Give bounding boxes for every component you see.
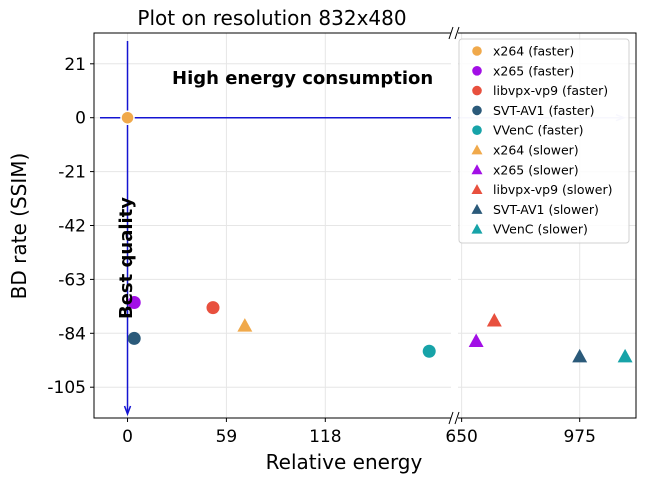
data-point-x265-slower [468,333,484,347]
legend-label: VVenC (slower) [493,222,588,237]
legend-label: x264 (slower) [493,143,579,158]
data-point-svt-av1-faster [127,331,141,345]
axis-ticks: 21 0 -21 -42 -63 -84 -105 0 59 118 650 975 [47,55,596,447]
legend-marker [471,223,483,234]
y-axis-label: BD rate (SSIM) [7,153,31,300]
legend: x264 (faster) x265 (faster) libvpx-vp9 (fa… [458,38,630,244]
legend-box [458,38,630,244]
data-point-vvenc-faster [422,344,436,358]
legend-label: x265 (faster) [493,63,574,78]
data-point-x265-faster [127,296,141,309]
legend-marker [472,66,482,76]
annotation-high-energy: High energy consumption [172,68,433,89]
x-tick-label: 118 [309,427,341,447]
legend-marker [472,85,482,96]
x-tick-label: 650 [445,427,477,447]
legend-marker [472,125,482,135]
legend-marker [471,203,483,214]
axis-break-mark [454,26,460,40]
data-point-svt-av1-slower [572,348,588,363]
legend-marker [471,144,483,155]
legend-marker [472,105,482,116]
legend-label: libvpx-vp9 (slower) [493,182,612,197]
data-points [120,110,633,363]
y-tick-label: 0 [75,109,86,129]
data-point-libvpx-vp9-faster [206,301,220,315]
right-panel-frame [458,32,637,419]
y-tick-label: -105 [47,378,86,398]
axis-break-mark [448,26,454,40]
chart-title: Plot on resolution 832x480 [137,6,406,30]
x-axis-label: Relative energy [266,450,423,474]
x-tick-label: 59 [216,427,238,447]
vertical-arrow-head [123,405,132,417]
axis-break-mark [454,411,460,425]
legend-label: SVT-AV1 (faster) [493,103,595,118]
x-tick-label: 0 [122,427,133,447]
legend-label: libvpx-vp9 (faster) [493,83,608,98]
y-tick-label: -21 [58,163,86,183]
data-point-x264-faster [120,110,135,125]
y-tick-label: -42 [58,217,86,237]
legend-marker [472,46,482,56]
legend-label: VVenC (faster) [493,123,584,138]
data-point-vvenc-slower [617,348,633,363]
axis-break-mark [448,411,454,425]
legend-label: x265 (slower) [493,162,579,177]
y-tick-label: 21 [64,55,86,75]
y-tick-label: -84 [58,324,86,344]
legend-marker [471,184,483,195]
y-tick-label: -63 [58,270,86,290]
annotation-best-quality: Best quality [116,197,137,319]
data-point-x264-slower [237,318,253,332]
data-point-libvpx-vp9-slower [486,312,502,327]
x-tick-label: 975 [563,427,595,447]
legend-marker [471,164,483,175]
legend-label: x264 (faster) [493,44,574,59]
legend-label: SVT-AV1 (slower) [493,202,599,217]
